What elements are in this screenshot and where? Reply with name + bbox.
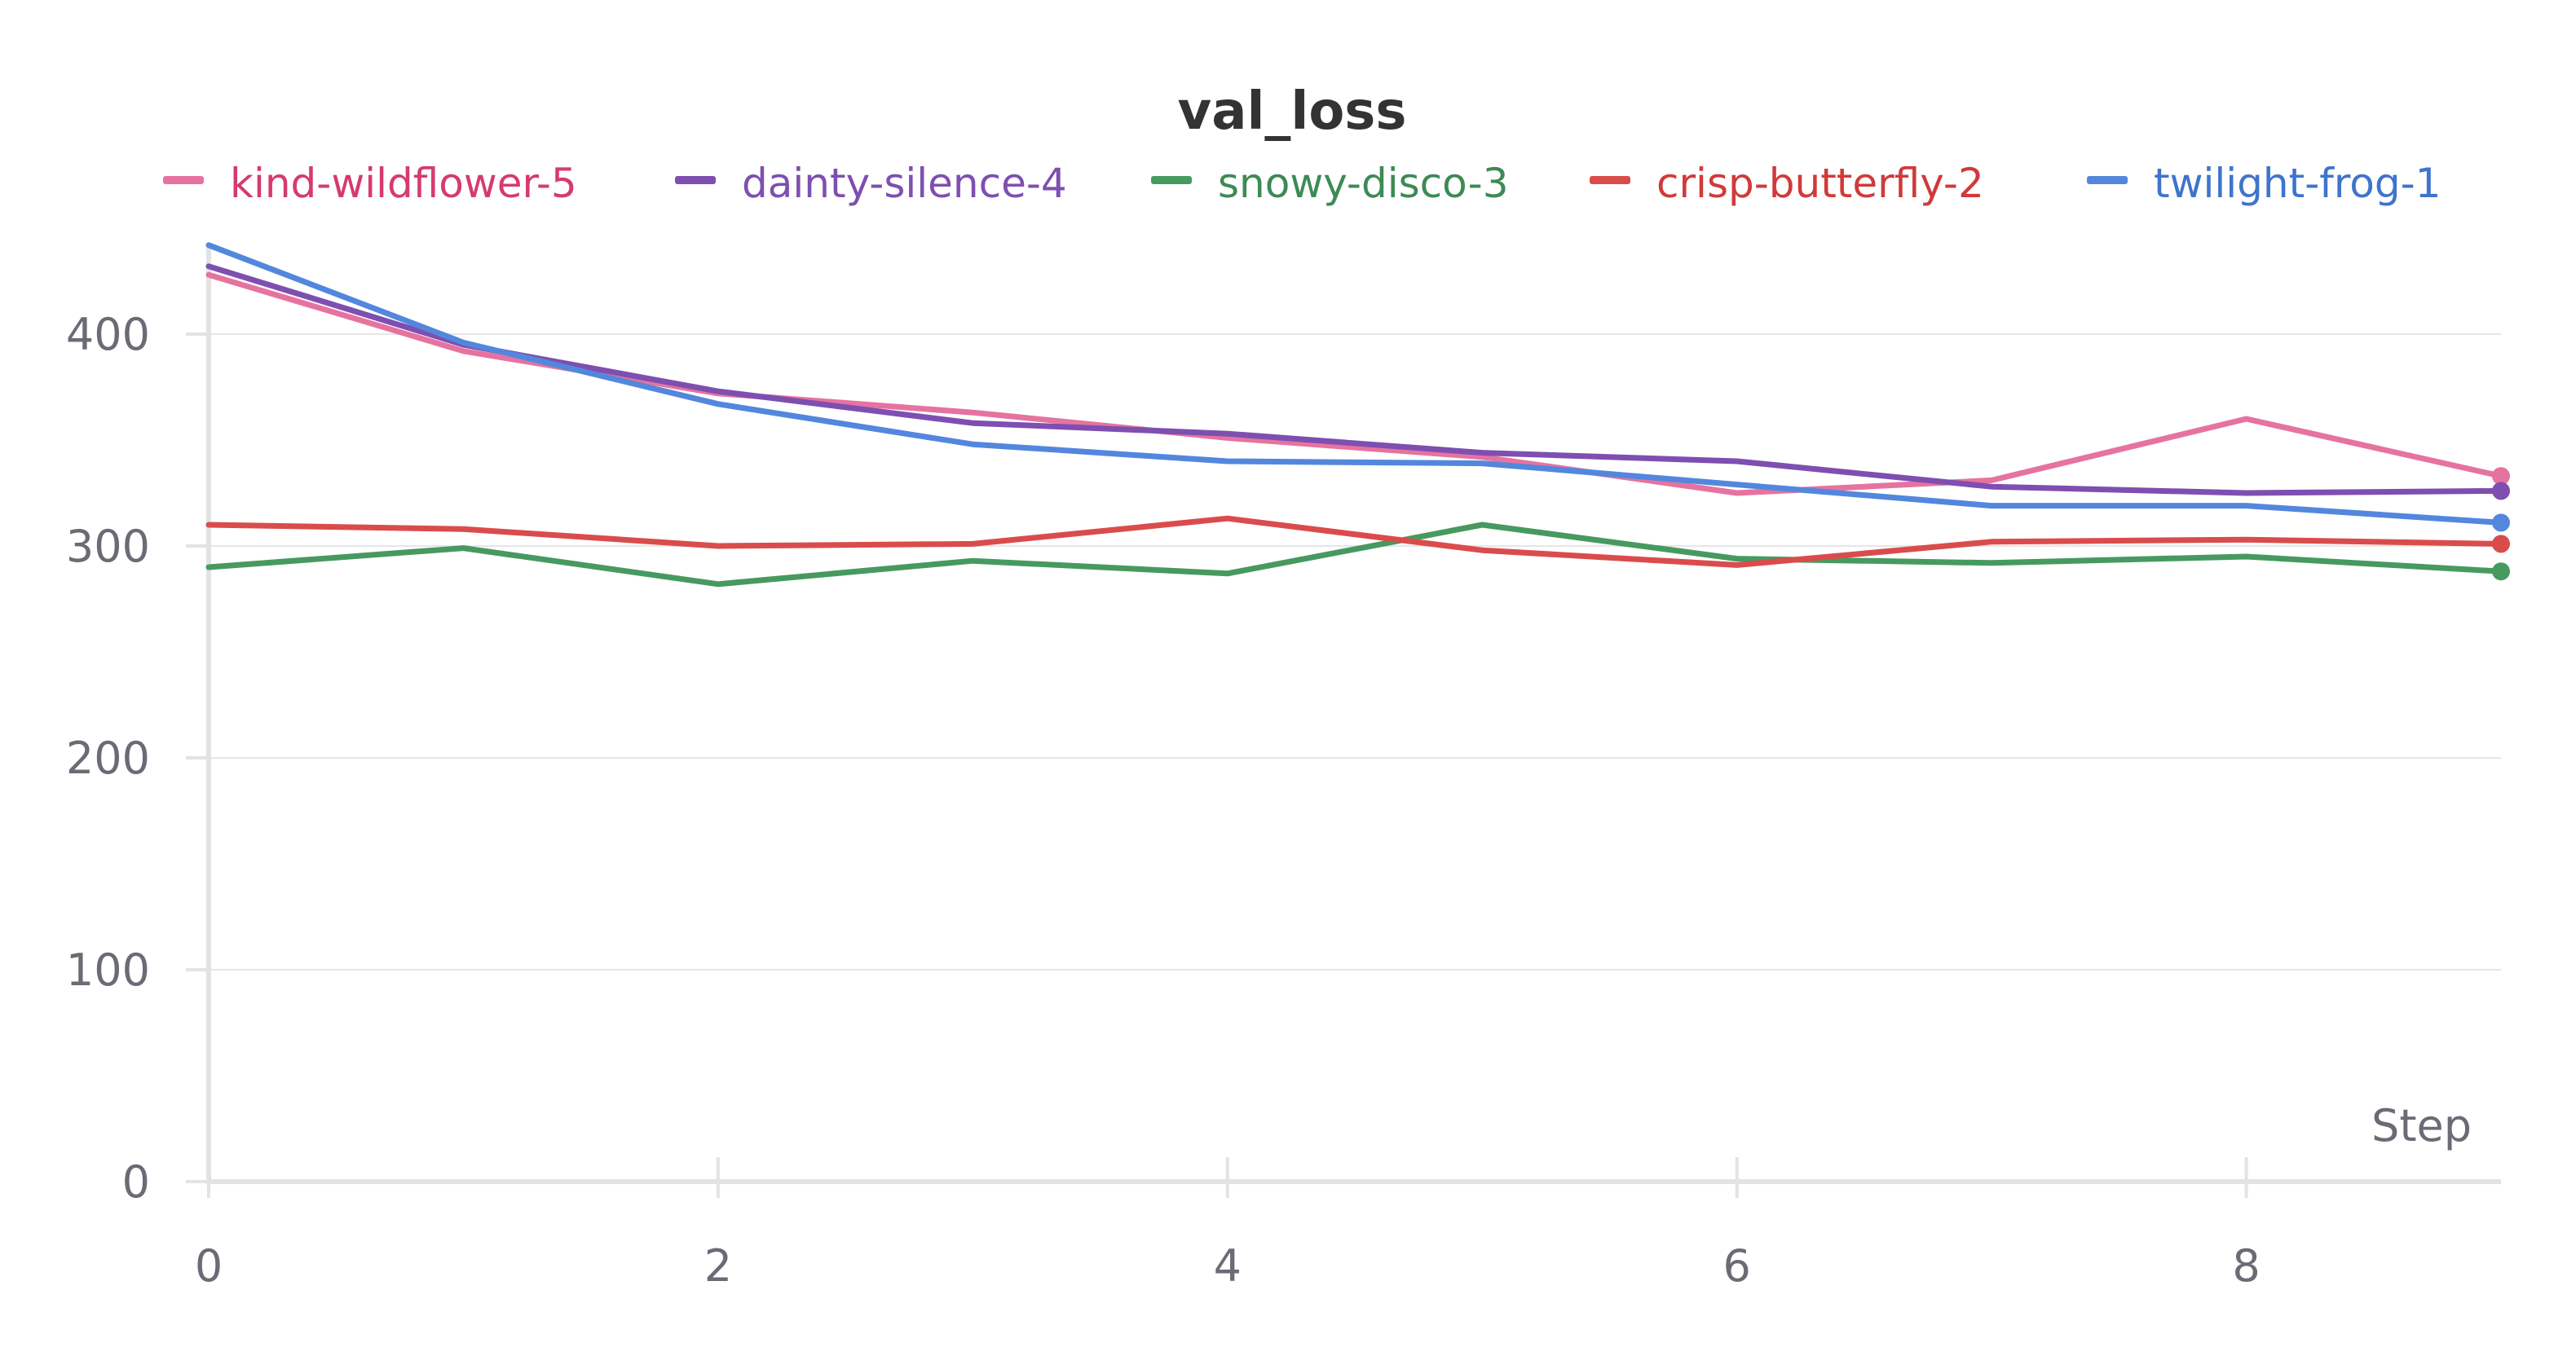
legend-label: twilight-frog-1	[2154, 160, 2441, 207]
y-tick-label-0: 0	[122, 1156, 150, 1208]
x-tick-label-0: 0	[195, 1240, 223, 1292]
legend-item-kind-wildflower-5: kind-wildflower-5	[163, 160, 577, 207]
y-tick-label-200: 200	[66, 733, 150, 784]
legend-swatch	[163, 176, 204, 184]
legend-item-dainty-silence-4: dainty-silence-4	[675, 160, 1067, 207]
legend: kind-wildflower-5 dainty-silence-4 snowy-d…	[163, 160, 2441, 207]
x-axis-title: Step	[2371, 1100, 2472, 1151]
series-line-snowy-disco-3	[205, 522, 2504, 588]
legend-swatch	[675, 176, 716, 184]
series-lines	[205, 242, 2504, 588]
legend-swatch	[2087, 176, 2128, 184]
legend-swatch	[1151, 176, 1192, 184]
legend-label: kind-wildflower-5	[230, 160, 577, 207]
series-line-crisp-butterfly-2	[205, 515, 2504, 568]
end-marker-snowy-disco-3	[2492, 562, 2510, 581]
legend-item-crisp-butterfly-2: crisp-butterfly-2	[1590, 160, 1984, 207]
end-marker-twilight-frog-1	[2492, 513, 2510, 532]
legend-label: crisp-butterfly-2	[1656, 160, 1984, 207]
series-line-dainty-silence-4	[205, 263, 2504, 496]
y-tick-label-400: 400	[66, 309, 150, 360]
end-marker-crisp-butterfly-2	[2492, 535, 2510, 553]
end-marker-dainty-silence-4	[2492, 482, 2510, 500]
legend-label: dainty-silence-4	[742, 160, 1067, 207]
legend-swatch	[1590, 176, 1630, 184]
x-tick-label-2: 2	[704, 1240, 732, 1292]
y-tick-label-300: 300	[66, 521, 150, 572]
series-line-twilight-frog-1	[205, 242, 2504, 526]
grid	[209, 333, 2501, 971]
y-tick-label-100: 100	[66, 944, 150, 996]
legend-label: snowy-disco-3	[1218, 160, 1509, 207]
x-tick-label-6: 6	[1722, 1240, 1750, 1292]
series-end-markers	[2492, 467, 2510, 581]
x-tick-label-8: 8	[2232, 1240, 2260, 1292]
legend-item-twilight-frog-1: twilight-frog-1	[2087, 160, 2441, 207]
end-marker-kind-wildflower-5	[2492, 467, 2510, 486]
x-tick-label-4: 4	[1214, 1240, 1242, 1292]
legend-item-snowy-disco-3: snowy-disco-3	[1151, 160, 1509, 207]
axes: 0 100 200 300 400 0 2 4 6 8	[66, 244, 2501, 1292]
chart-title: val_loss	[1178, 81, 1407, 142]
